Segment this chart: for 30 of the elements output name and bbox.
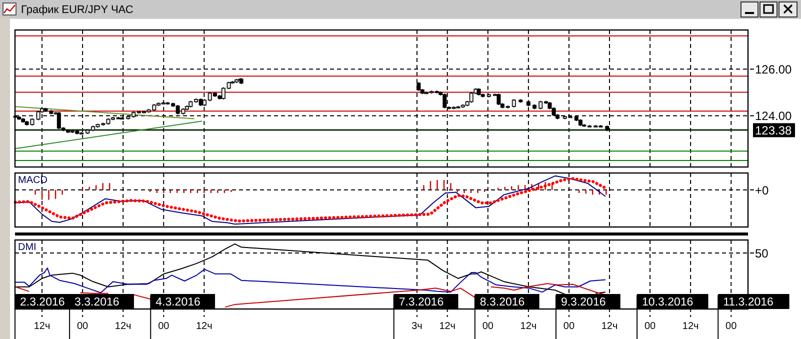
x-tick-label: 3ч [412, 321, 422, 332]
x-tick-label: 12ч [114, 321, 132, 332]
x-tick-label: 00 [76, 321, 89, 332]
chart-title: MACD [18, 175, 48, 186]
x-tick-label: 12ч [520, 321, 537, 332]
x-tick-label: 00 [482, 321, 494, 332]
text: 50 [755, 246, 769, 261]
annotation: 11.3.2016 [723, 296, 774, 308]
x-tick-label: 12ч [682, 321, 699, 332]
annotation: 7.3.2016 [398, 296, 444, 308]
y-tick-label: 124.00 [755, 109, 792, 124]
annotation: 10.3.2016 [642, 296, 694, 308]
y-tick-label: 126.00 [755, 62, 792, 77]
x-tick-label: 12ч [196, 321, 212, 332]
annotation: 4.3.2016 [156, 296, 200, 308]
annotation: 9.3.2016 [560, 296, 606, 308]
annotation: 8.3.2016 [480, 296, 525, 308]
x-tick-label: 00 [726, 321, 738, 332]
x-tick-label: 00 [563, 321, 575, 332]
chart-title: DMI [18, 242, 36, 253]
ref-line-label: 123.38 [755, 124, 792, 138]
annotation: 2.3.2016 [20, 296, 65, 308]
ref-line-label: +0 [755, 183, 770, 198]
x-tick-label: 00 [644, 321, 656, 332]
annotation: 3.3.2016 [74, 296, 120, 308]
x-tick-label: 12ч [601, 321, 618, 332]
x-tick-label: 12ч [439, 321, 456, 332]
x-tick-label: 12ч [34, 321, 50, 332]
chart-title: График EUR/JPY ЧАС [21, 4, 134, 16]
x-tick-label: 00 [158, 321, 170, 332]
